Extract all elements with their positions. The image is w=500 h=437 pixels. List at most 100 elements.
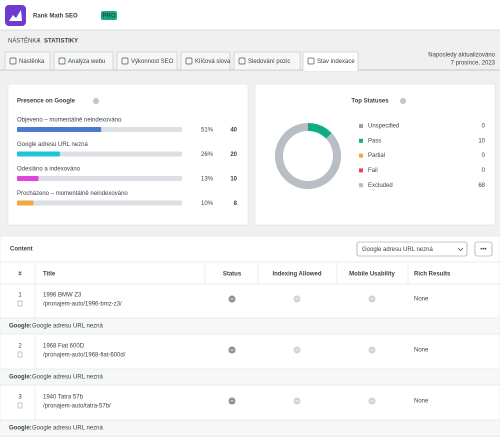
legend-swatch: [359, 168, 363, 173]
row-number: 2: [18, 344, 22, 350]
tab[interactable]: [233, 51, 301, 71]
doc-icon: [17, 351, 23, 358]
column-header: Mobile Usability: [349, 272, 395, 278]
logo-mark: [9, 10, 22, 21]
tab-label: Nástěnka: [19, 59, 45, 65]
legend-label: Partial: [368, 153, 385, 159]
pro-badge: [101, 11, 117, 20]
note-row: [0, 318, 500, 334]
pro-badge-text: PRO: [102, 13, 115, 19]
tab-active-cover: [303, 70, 358, 72]
tab-icon: [9, 57, 17, 65]
card-title: Top Statuses: [351, 99, 389, 105]
legend-swatch: [359, 138, 363, 143]
rich-results: None: [414, 399, 429, 405]
note-text: Google adresu URL nezná: [32, 324, 103, 330]
presence-count: 40: [230, 128, 237, 134]
bar-fill: [17, 151, 60, 157]
tab-icon: [58, 57, 66, 65]
legend-value: 0: [482, 153, 486, 159]
presence-label: Google adresu URL nezná: [17, 142, 88, 148]
section-title: Content: [10, 247, 33, 253]
tab-icon: [238, 57, 246, 65]
note-row: [0, 369, 500, 385]
updated-date: 7 prosince, 2023: [451, 61, 496, 67]
filter-select[interactable]: [356, 241, 468, 257]
column-header: Rich Results: [414, 272, 451, 278]
bar-fill: [17, 127, 102, 132]
filter-select-text: Google adresu URL nezná: [362, 247, 433, 253]
note-label: Google:: [9, 375, 32, 381]
row-title: 1940 Tatra 57b: [43, 395, 84, 401]
row-url: /pronajem-auto/1996-bmz-z3/: [43, 302, 122, 308]
tab-label: Sledování pozic: [248, 59, 290, 65]
breadcrumb-item: STATISTIKY: [44, 39, 78, 45]
legend-value: 10: [478, 138, 485, 144]
presence-percent: 26%: [201, 152, 214, 158]
column-header: Status: [223, 272, 242, 278]
row-url: /pronajem-auto/tatra-57b/: [43, 404, 111, 410]
donut-segment: [275, 123, 341, 189]
legend-value: 0: [482, 124, 486, 130]
legend-value: 0: [482, 168, 486, 174]
bar-track: [17, 176, 182, 181]
statuses-card: [254, 83, 496, 226]
legend-label: Excluded: [368, 183, 393, 189]
column-header: Indexing Allowed: [272, 272, 321, 278]
tab[interactable]: [53, 51, 114, 71]
doc-icon: [17, 402, 23, 409]
legend-label: Unspecified: [368, 124, 399, 130]
tab[interactable]: [116, 51, 178, 71]
tab-label: Klíčová slova: [195, 59, 231, 65]
column-header: #: [18, 272, 22, 278]
more-button-text: •••: [480, 247, 486, 253]
presence-percent: 13%: [201, 177, 214, 183]
legend-swatch: [359, 183, 363, 188]
legend-label: Pass: [368, 138, 381, 144]
presence-count: 20: [230, 152, 237, 158]
presence-label: Procházeno – momentálně neindexováno: [17, 191, 128, 197]
more-button[interactable]: [474, 241, 493, 257]
breadcrumb-item: NÁSTĚNKA: [8, 37, 40, 45]
tab-icon: [307, 57, 315, 65]
presence-label: Objeveno – momentálně neindexováno: [17, 118, 122, 124]
note-label: Google:: [9, 324, 32, 330]
legend-label: Fail: [368, 168, 378, 174]
legend-swatch: [359, 153, 363, 158]
header-bar: [0, 0, 500, 30]
legend-value: 68: [478, 183, 485, 189]
tab-label: Analýza webu: [68, 59, 105, 65]
logo: [5, 5, 26, 26]
doc-icon: [17, 300, 23, 307]
bar-fill: [17, 176, 39, 181]
tab[interactable]: [4, 51, 51, 71]
row-number: 3: [18, 395, 22, 401]
breadcrumb-separator: /: [38, 39, 40, 45]
presence-percent: 51%: [201, 128, 214, 134]
tab-label: Stav indexace: [317, 59, 355, 65]
row-title: 1996 BMW Z3: [43, 293, 82, 299]
app-title: Rank Math SEO: [33, 14, 78, 20]
note-text: Google adresu URL nezná: [32, 426, 103, 432]
updated-label: Naposledy aktualizováno: [428, 53, 495, 59]
tab-label: Výkonnost SEO: [131, 59, 174, 65]
rich-results: None: [414, 297, 429, 303]
column-header: Title: [43, 272, 56, 278]
presence-count: 8: [234, 201, 238, 207]
row-number: 1: [18, 293, 22, 299]
tab-icon: [121, 57, 129, 65]
content-panel: [0, 235, 500, 437]
select-arrow: [457, 247, 464, 252]
tab-icon: [185, 57, 193, 65]
row-title: 1968 Fiat 600D: [43, 344, 85, 350]
presence-count: 10: [230, 177, 237, 183]
bar-fill: [17, 200, 34, 206]
note-label: Google:: [9, 426, 32, 432]
bar-track: [17, 200, 182, 206]
help-icon: [93, 98, 99, 104]
note-row: [0, 420, 500, 436]
card-title: Presence on Google: [17, 99, 76, 105]
tab[interactable]: [180, 51, 231, 71]
